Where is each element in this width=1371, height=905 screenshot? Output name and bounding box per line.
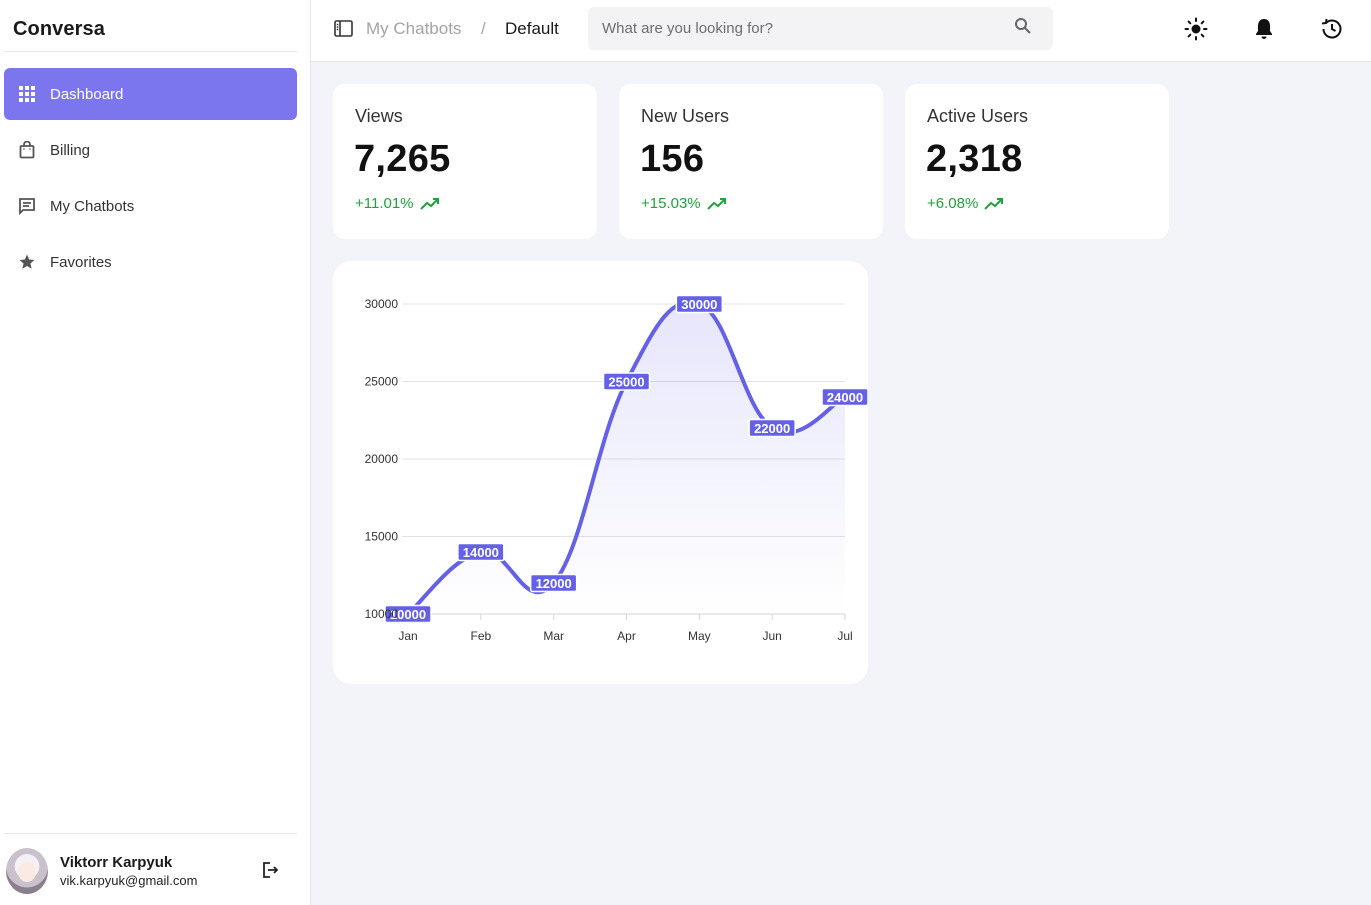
data-label-bg (384, 604, 432, 624)
line-chart: 10000 14000 12000 25000 30000 22000 24000 1000… (365, 294, 868, 643)
sidebar-item-label: Favorites (50, 253, 112, 271)
trending-up-icon (419, 197, 439, 210)
grid-icon (17, 84, 37, 104)
divider (4, 833, 297, 834)
y-tick-label: 15000 (365, 530, 399, 544)
data-label-bg (529, 573, 578, 593)
stat-value: 7,265 (354, 138, 451, 180)
data-label-bg (457, 542, 505, 562)
x-tick-label: May (688, 629, 711, 643)
user-profile: Viktorr Karpyuk vik.karpyuk@gmail.com (6, 846, 296, 896)
stat-change-value: +6.08% (927, 195, 979, 212)
x-tick-label: Mar (543, 629, 564, 643)
x-tick-label: Feb (470, 629, 491, 643)
search-box (588, 7, 1053, 50)
data-label-text: 24000 (827, 390, 863, 405)
breadcrumb-current: Default (505, 19, 559, 38)
avatar (6, 848, 48, 894)
sidebar-nav: Dashboard Billing My Chatbots (4, 68, 297, 292)
data-label: 14000 (457, 542, 505, 562)
x-tick-label: Jan (398, 629, 417, 643)
data-label-text: 30000 (681, 297, 717, 312)
stat-card-views: Views 7,265 +11.01% (333, 84, 597, 239)
divider (4, 51, 297, 52)
data-label: 24000 (821, 387, 868, 407)
data-label-text: 14000 (463, 545, 499, 560)
stat-change-value: +11.01% (355, 195, 414, 212)
data-label: 22000 (748, 418, 796, 438)
data-label: 30000 (675, 294, 724, 314)
shopping-bag-icon (17, 140, 37, 160)
data-label: 25000 (602, 372, 651, 391)
stat-label: Active Users (927, 106, 1029, 126)
series-area (408, 302, 845, 614)
search-input[interactable] (588, 7, 1008, 50)
x-tick-label: Jul (837, 629, 852, 643)
y-tick-label: 25000 (365, 375, 399, 389)
stat-value: 2,318 (926, 138, 1023, 180)
data-label-text: 12000 (536, 576, 572, 591)
sun-icon[interactable] (1183, 16, 1209, 42)
trending-up-icon (984, 197, 1004, 210)
y-tick-label: 20000 (365, 452, 399, 466)
y-tick-label: 10000 (365, 607, 399, 621)
bell-icon[interactable] (1251, 16, 1277, 42)
stat-change: +11.01% (355, 195, 440, 212)
user-email: vik.karpyuk@gmail.com (60, 873, 198, 888)
stat-card-active-users: Active Users 2,318 +6.08% (905, 84, 1169, 239)
sidebar-toggle-icon[interactable] (334, 20, 354, 40)
chart-card: 10000 14000 12000 25000 30000 22000 24000 1000… (333, 261, 868, 684)
stat-value: 156 (640, 138, 705, 180)
data-label-bg (602, 372, 651, 391)
data-label: 10000 (384, 604, 432, 624)
top-header: My Chatbots / Default (311, 0, 1371, 62)
search-icon[interactable] (1014, 17, 1034, 37)
data-label-bg (821, 387, 868, 407)
sidebar: Conversa Dashboard Billing (0, 0, 311, 905)
data-label-bg (748, 418, 796, 438)
sidebar-item-label: Dashboard (50, 85, 124, 103)
sidebar-item-billing[interactable]: Billing (4, 124, 297, 176)
data-label: 12000 (529, 573, 578, 593)
sidebar-item-dashboard[interactable]: Dashboard (4, 68, 297, 120)
data-label-bg (675, 294, 724, 314)
stat-label: New Users (641, 106, 730, 126)
data-label-text: 25000 (608, 375, 644, 390)
data-label-text: 10000 (390, 607, 426, 622)
trending-up-icon (706, 197, 726, 210)
brand-logo: Conversa (13, 18, 105, 40)
stat-change: +15.03% (641, 195, 727, 212)
sidebar-item-my-chatbots[interactable]: My Chatbots (4, 180, 297, 232)
stat-change: +6.08% (927, 195, 1004, 212)
sidebar-item-favorites[interactable]: Favorites (4, 236, 297, 288)
stat-label: Views (355, 106, 403, 126)
y-tick-label: 30000 (365, 297, 399, 311)
user-name: Viktorr Karpyuk (60, 854, 173, 871)
breadcrumb-parent[interactable]: My Chatbots (366, 19, 462, 38)
x-tick-label: Jun (762, 629, 781, 643)
sidebar-item-label: My Chatbots (50, 197, 135, 215)
breadcrumb-separator: / (481, 19, 486, 38)
sidebar-item-label: Billing (50, 141, 91, 159)
x-tick-label: Apr (617, 629, 636, 643)
logout-icon[interactable] (261, 861, 281, 881)
chat-icon (17, 196, 37, 216)
history-icon[interactable] (1319, 16, 1345, 42)
star-icon (17, 252, 37, 272)
data-label-text: 22000 (754, 421, 790, 436)
stat-change-value: +15.03% (641, 195, 701, 212)
stat-card-new-users: New Users 156 +15.03% (619, 84, 883, 239)
